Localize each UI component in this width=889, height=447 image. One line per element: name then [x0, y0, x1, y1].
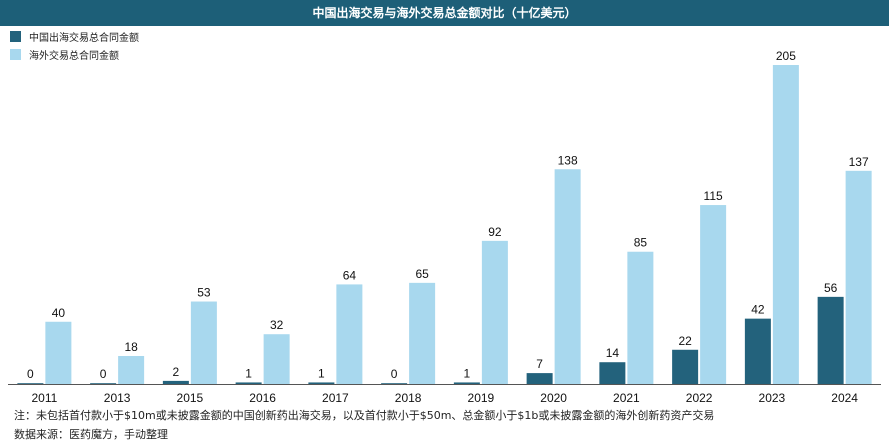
data-label-china-2021: 14: [606, 346, 620, 360]
bar-overseas-2017: [336, 284, 363, 384]
bar-china-2022: [672, 349, 699, 384]
x-tick-2016: 2016: [249, 391, 276, 405]
x-tick-2024: 2024: [831, 391, 858, 405]
legend-item-china: 中国出海交易总合同金额: [10, 27, 139, 45]
chart-title: 中国出海交易与海外交易总金额对比（十亿美元）: [0, 0, 889, 26]
data-label-china-2022: 22: [678, 334, 692, 348]
bar-china-2021: [599, 362, 626, 384]
footnote-note: 注：未包括首付款小于$10m或未披露金额的中国创新药出海交易，以及首付款小于$5…: [14, 409, 715, 422]
data-label-overseas-2018: 65: [415, 267, 429, 281]
x-tick-2013: 2013: [104, 391, 131, 405]
data-label-china-2023: 42: [751, 303, 765, 317]
bar-overseas-2016: [263, 334, 290, 384]
legend-swatch-china: [10, 30, 21, 42]
x-tick-2018: 2018: [395, 391, 422, 405]
legend: 中国出海交易总合同金额 海外交易总合同金额: [10, 27, 139, 63]
bar-overseas-2015: [190, 301, 217, 384]
data-label-overseas-2011: 40: [52, 306, 66, 320]
data-label-china-2018: 0: [391, 367, 398, 381]
legend-item-overseas: 海外交易总合同金额: [10, 45, 139, 63]
footnote-source: 数据来源：医药魔方，手动整理: [14, 428, 168, 441]
bar-china-2019: [453, 382, 480, 384]
data-label-overseas-2022: 115: [704, 189, 723, 203]
x-tick-2011: 2011: [31, 391, 57, 405]
bar-china-2015: [162, 380, 189, 384]
data-label-china-2016: 1: [245, 366, 252, 380]
data-label-overseas-2024: 137: [849, 155, 869, 169]
bar-china-2020: [526, 373, 553, 384]
bar-overseas-2020: [554, 169, 581, 384]
data-label-china-2013: 0: [100, 367, 107, 381]
bar-overseas-2024: [845, 170, 872, 384]
bar-china-2013: [90, 383, 117, 384]
data-label-overseas-2023: 205: [776, 49, 796, 63]
data-label-overseas-2013: 18: [124, 340, 138, 354]
data-label-overseas-2017: 64: [343, 268, 357, 282]
bar-china-2018: [381, 383, 408, 384]
data-label-china-2019: 1: [464, 366, 471, 380]
data-label-china-2024: 56: [824, 281, 838, 295]
bar-overseas-2018: [409, 282, 436, 384]
bar-overseas-2021: [627, 251, 654, 384]
data-label-overseas-2020: 138: [558, 153, 578, 167]
data-label-china-2020: 7: [536, 357, 543, 371]
bar-china-2016: [235, 382, 262, 384]
x-tick-2017: 2017: [322, 391, 349, 405]
legend-label-china: 中国出海交易总合同金额: [29, 32, 139, 44]
data-label-overseas-2015: 53: [197, 286, 211, 300]
bar-overseas-2013: [118, 355, 145, 384]
bar-china-2011: [17, 383, 44, 384]
data-label-overseas-2019: 92: [488, 225, 502, 239]
data-label-overseas-2016: 32: [270, 318, 284, 332]
x-tick-2021: 2021: [613, 391, 640, 405]
bar-overseas-2022: [700, 205, 727, 384]
data-label-china-2015: 2: [173, 365, 180, 379]
data-label-china-2011: 0: [27, 367, 34, 381]
bar-overseas-2011: [45, 321, 72, 384]
legend-label-overseas: 海外交易总合同金额: [29, 50, 119, 62]
bar-overseas-2019: [481, 240, 508, 384]
bar-china-2017: [308, 382, 335, 384]
x-tick-2019: 2019: [468, 391, 495, 405]
data-label-overseas-2021: 85: [634, 236, 648, 250]
data-label-china-2017: 1: [318, 366, 325, 380]
bar-china-2024: [817, 296, 844, 384]
x-tick-2015: 2015: [177, 391, 204, 405]
x-tick-2023: 2023: [759, 391, 786, 405]
bar-china-2023: [744, 318, 771, 384]
bar-overseas-2023: [772, 65, 799, 384]
legend-swatch-overseas: [10, 48, 21, 60]
x-tick-2020: 2020: [540, 391, 567, 405]
x-tick-2022: 2022: [686, 391, 713, 405]
